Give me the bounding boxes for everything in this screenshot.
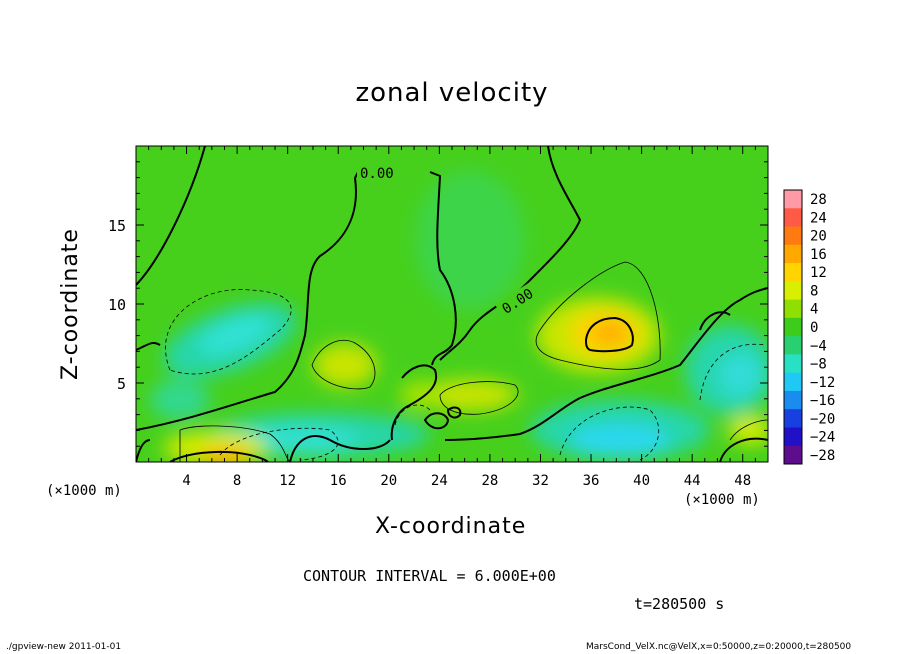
x-tick-label: 44 (684, 473, 701, 489)
colorbar-label: 0 (810, 320, 818, 336)
time-label: t=280500 s (634, 595, 725, 613)
x-tick-label: 20 (380, 473, 397, 489)
colorbar: 28 24 20 16 12 8 4 0 −4 −8 −12 −16 −20 −24 −28 (783, 189, 835, 465)
colorbar-label: 16 (810, 247, 827, 263)
y-tick-label: 5 (117, 375, 126, 393)
y-tick-label: 15 (108, 217, 126, 235)
colorbar-swatch (784, 409, 802, 428)
y-tick-label: 10 (108, 296, 126, 314)
x-tick-label: 28 (481, 473, 498, 489)
contour-plot-area: 0.00 0.00 (136, 146, 768, 462)
y-axis-unit-factor: (×1000 m) (46, 483, 122, 499)
colorbar-label: 12 (810, 265, 827, 281)
x-tick-label: 32 (532, 473, 549, 489)
colorbar-label: −8 (810, 357, 827, 373)
footer-left: ./gpview-new 2011-01-01 (6, 642, 122, 652)
colorbar-label: 20 (810, 229, 827, 245)
colorbar-label: −16 (810, 393, 835, 409)
zero-contours (136, 146, 768, 462)
colorbar-swatch (784, 445, 802, 465)
colorbar-swatch (784, 208, 802, 228)
colorbar-swatch (784, 281, 802, 301)
x-tick-label: 16 (330, 473, 347, 489)
contour-label-backgrounds (357, 164, 539, 319)
colorbar-swatch (784, 354, 802, 374)
colorbar-label: 24 (810, 210, 827, 226)
x-axis-unit-factor: (×1000 m) (684, 492, 760, 508)
colorbar-label: −12 (810, 375, 835, 391)
colorbar-label: 28 (810, 192, 827, 208)
colorbar-label: 4 (810, 302, 818, 318)
colorbar-swatch (784, 226, 802, 246)
x-tick-label: 24 (431, 473, 448, 489)
colorbar-label: 8 (810, 283, 818, 299)
x-axis: 4 8 12 16 20 24 28 32 36 40 44 48 (148, 146, 756, 489)
color-field (150, 170, 768, 462)
colorbar-swatch (784, 390, 802, 410)
y-axis: 5 10 15 (108, 161, 768, 447)
chart-title: zonal velocity (355, 78, 549, 108)
colorbar-label: −20 (810, 411, 835, 427)
x-tick-label: 4 (182, 473, 190, 489)
contour-label: 0.00 (360, 166, 394, 182)
x-tick-label: 40 (633, 473, 650, 489)
colorbar-swatch (784, 427, 802, 447)
footer-right: MarsCond_VelX.nc@VelX,x=0:50000,z=0:2000… (586, 642, 852, 652)
x-axis-title: X-coordinate (375, 514, 527, 539)
x-tick-label: 36 (583, 473, 600, 489)
colorbar-label: −24 (810, 430, 835, 446)
colorbar-swatch (784, 299, 802, 319)
colorbar-swatch (784, 317, 802, 337)
x-tick-label: 48 (734, 473, 751, 489)
colorbar-swatch (784, 263, 802, 282)
y-axis-title: Z-coordinate (58, 228, 83, 380)
contour-interval-label: CONTOUR INTERVAL = 6.000E+00 (303, 567, 556, 585)
colorbar-label: −28 (810, 448, 835, 464)
colorbar-swatch (784, 244, 802, 264)
colorbar-swatch (784, 336, 802, 355)
colorbar-frame (783, 189, 803, 465)
colorbar-label: −4 (810, 338, 827, 354)
positive-contours (179, 261, 768, 462)
colorbar-swatch (784, 190, 802, 209)
colorbar-swatch (784, 372, 802, 392)
x-tick-label: 8 (233, 473, 241, 489)
x-tick-label: 12 (279, 473, 296, 489)
negative-contours (165, 289, 766, 461)
